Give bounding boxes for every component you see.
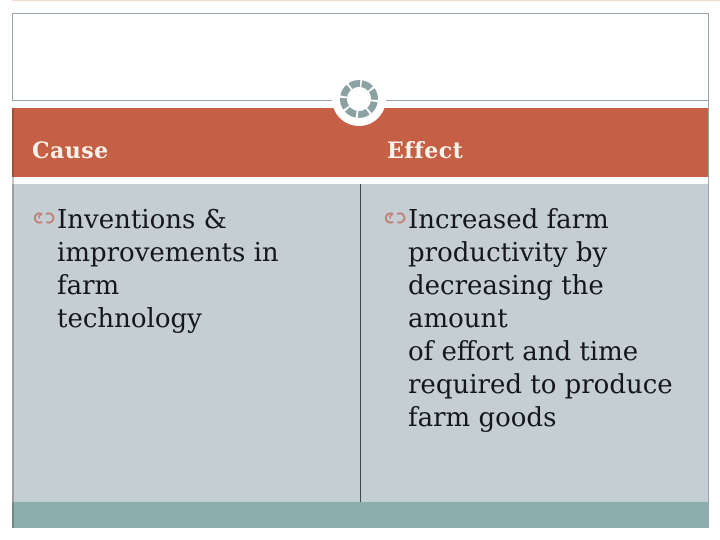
column-divider-line <box>360 184 361 502</box>
left-frame-edge <box>12 108 14 528</box>
effect-header-label: Effect <box>387 138 464 164</box>
footer-bar <box>12 502 709 528</box>
notched-ring-icon <box>340 80 378 118</box>
double-loop-ornament-icon <box>33 212 55 224</box>
cause-text: Inventions & improvements in farm techno… <box>57 205 279 334</box>
top-accent-line <box>12 0 720 1</box>
double-loop-ornament-icon <box>384 212 406 224</box>
cause-list-item: Inventions & improvements in farm techno… <box>32 204 344 336</box>
right-frame-line <box>708 13 709 528</box>
table-body: Inventions & improvements in farm techno… <box>12 184 709 502</box>
cause-header-label: Cause <box>32 138 109 164</box>
effect-text: Increased farm productivity by decreasin… <box>408 205 673 433</box>
effect-list-item: Increased farm productivity by decreasin… <box>383 204 683 435</box>
